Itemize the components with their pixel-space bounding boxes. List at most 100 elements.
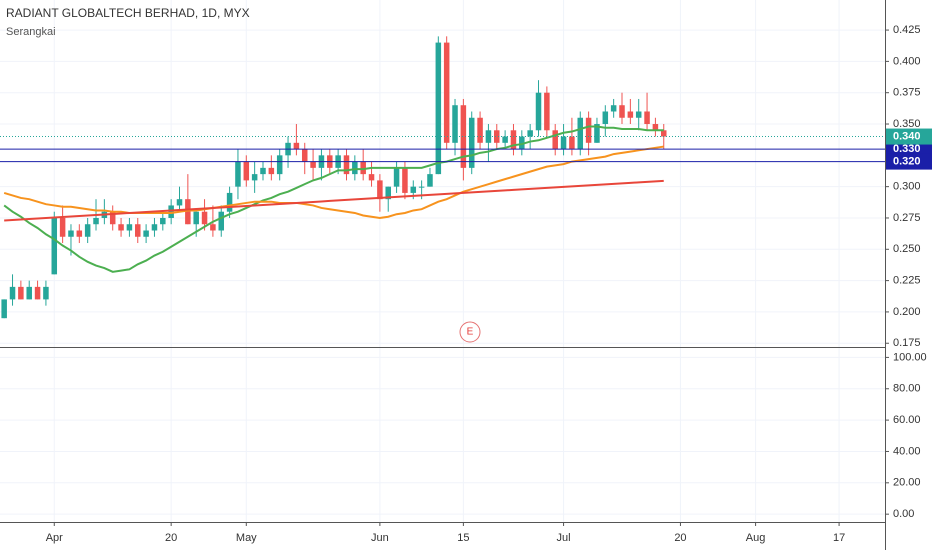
candle-body (235, 161, 241, 187)
candle-body (276, 155, 283, 175)
x-tick-label: May (236, 532, 257, 544)
y-tick-label: 100.00 (893, 351, 927, 363)
candle-body (468, 117, 475, 168)
candle-body (135, 224, 141, 237)
earnings-marker-label[interactable]: E (467, 327, 474, 338)
candle-body (577, 117, 584, 150)
candle-body (627, 111, 634, 118)
candle-body (544, 92, 550, 131)
candle-body (535, 92, 542, 131)
plot (1, 36, 667, 319)
y-tick-label: 80.00 (893, 383, 921, 395)
candle-body (43, 286, 49, 300)
y-tick-label: 0.400 (893, 55, 921, 67)
candle-body (160, 217, 166, 225)
y-tick-label: 0.350 (893, 118, 921, 130)
x-tick-label: 17 (833, 532, 845, 544)
candle-body (243, 161, 250, 181)
candle-body (552, 130, 558, 150)
price-label: 0.320 (893, 156, 921, 168)
x-tick-label: 15 (457, 532, 469, 544)
candle-body (185, 199, 191, 225)
price-label: 0.330 (893, 143, 921, 155)
y-tick-label: 40.00 (893, 445, 921, 457)
y-tick-label: 0.250 (893, 243, 921, 255)
earnings-marker[interactable] (459, 321, 481, 343)
candle-body (560, 136, 567, 150)
candle-body (602, 111, 609, 125)
candle-body (485, 130, 492, 143)
candle-body (176, 199, 183, 206)
candle-body (610, 105, 617, 112)
candle-body (385, 186, 391, 200)
candle-body (527, 130, 533, 137)
y-tick-label: 60.00 (893, 414, 921, 426)
candle-body (569, 136, 575, 150)
candle-body (301, 149, 308, 162)
chart-subtitle: Serangkai (6, 26, 56, 38)
candle-body (251, 174, 258, 181)
candle-body (402, 167, 408, 193)
candle-body (260, 167, 266, 175)
y-tick-label: 0.425 (893, 24, 921, 36)
candle-body (644, 111, 650, 125)
x-tick-label: 20 (165, 532, 177, 544)
candle-body (310, 161, 316, 168)
candle-body (418, 186, 425, 188)
candle-body (510, 130, 517, 150)
candle-body (226, 192, 233, 212)
candle-body (660, 130, 667, 137)
candle-body (519, 136, 525, 150)
x-tick-label: Apr (46, 532, 63, 544)
last-price-box (886, 128, 932, 145)
x-tick-label: Aug (746, 532, 766, 544)
y-tick-label: 0.175 (893, 337, 921, 349)
y-tick-label: 0.275 (893, 212, 921, 224)
candle-body (477, 117, 483, 143)
candle-body (93, 217, 99, 225)
candle-body (218, 211, 225, 231)
price-label-box (886, 141, 932, 158)
candle-body (494, 130, 500, 143)
moving-average-line (3, 145, 664, 219)
candle-body (435, 42, 442, 175)
candle-body (452, 105, 458, 143)
candle-body (143, 230, 149, 237)
grid (0, 0, 885, 522)
candle-body (201, 211, 208, 225)
candle-body (619, 105, 625, 118)
candle-body (443, 42, 450, 143)
candle-body (118, 224, 124, 231)
y-tick-label: 20.00 (893, 477, 921, 489)
candle-body (594, 124, 600, 143)
candle-body (268, 167, 275, 175)
candle-body (502, 136, 508, 143)
candle-body (126, 224, 133, 231)
price-label-box (886, 153, 932, 170)
candle-body (59, 217, 66, 237)
candle-body (368, 174, 375, 181)
candle-body (26, 286, 32, 300)
moving-average-line (4, 179, 664, 222)
y-tick-label: 0.225 (893, 275, 921, 287)
candle-body (352, 161, 358, 175)
candle-body (151, 224, 158, 231)
candle-body (34, 286, 41, 300)
candle-body (1, 299, 7, 319)
y-tick-label: 0.300 (893, 181, 921, 193)
x-tick-label: Jun (371, 532, 389, 544)
candle-body (652, 124, 659, 131)
candle-body (393, 167, 400, 187)
candle-body (293, 142, 300, 150)
candle-body (427, 174, 433, 187)
candle-body (377, 180, 383, 200)
candle-body (76, 230, 83, 237)
candle-body (193, 211, 199, 225)
chart-title: RADIANT GLOBALTECH BERHAD, 1D, MYX (6, 6, 250, 20)
candle-body (168, 205, 174, 218)
candle-body (343, 155, 350, 175)
candle-body (18, 286, 24, 300)
y-tick-label: 0.00 (893, 508, 914, 520)
